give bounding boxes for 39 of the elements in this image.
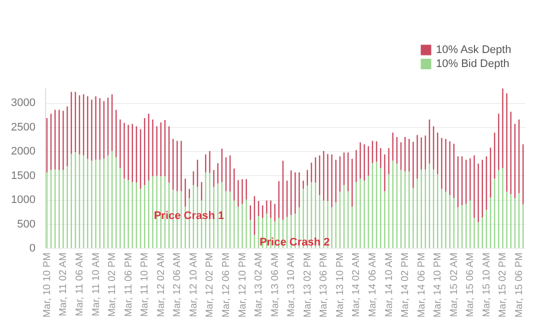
x-tick-label: Mar, 14 06 AM <box>367 252 378 317</box>
y-tick-label: 0 <box>29 242 36 254</box>
y-tick-label: 500 <box>17 218 36 230</box>
y-tick-label: 2000 <box>11 146 36 158</box>
x-tick-label: Mar, 15 10 AM <box>481 252 492 317</box>
x-tick-label: Mar, 15 02 AM <box>448 252 460 317</box>
x-tick-label: Mar, 14 10 AM <box>384 252 395 317</box>
x-tick-label: Mar, 11 06 AM <box>74 252 86 316</box>
x-tick-label: Mar, 13 02 PM <box>302 252 314 318</box>
x-tick-label: Mar, 14 02 AM <box>351 252 362 317</box>
x-tick-label: Mar, 14 06 PM <box>416 252 428 318</box>
legend-label: 10% Bid Depth <box>436 58 510 70</box>
x-tick-label: Mar, 12 02 PM <box>204 252 216 318</box>
x-tick-label: Mar, 12 02 AM <box>156 252 167 317</box>
x-tick-label: Mar, 13 06 AM <box>270 252 281 317</box>
y-tick-label: 3000 <box>11 97 36 110</box>
x-tick-label: Mar, 12 06 AM <box>172 252 184 317</box>
x-tick-label: Mar, 11 10 PM <box>140 252 151 317</box>
x-tick-label: Mar, 13 10 AM <box>286 252 298 317</box>
x-tick-label: Mar, 12 10 AM <box>188 252 200 317</box>
x-tick-label: Mar, 12 10 PM <box>237 252 248 318</box>
x-tick-label: Mar, 14 10 PM <box>432 252 444 318</box>
x-tick-label: Mar, 11 10 AM <box>90 252 102 316</box>
x-tick-label: Mar, 15 02 PM <box>498 252 509 318</box>
y-tick-label: 2500 <box>11 121 36 134</box>
x-tick-label: Mar, 11 02 PM <box>107 252 118 317</box>
x-tick-label: Mar, 10 10 PM <box>42 252 53 318</box>
x-tick-label: Mar, 11 06 PM <box>123 252 134 317</box>
x-tick-label: Mar, 13 10 PM <box>334 252 346 318</box>
y-tick-label: 1500 <box>11 170 36 182</box>
x-tick-label: Mar, 11 02 AM <box>58 252 70 316</box>
x-tick-label: Mar, 13 02 AM <box>254 252 265 317</box>
x-tick-label: Mar, 15 06 PM <box>514 252 525 318</box>
x-tick-label: Mar, 15 06 AM <box>465 252 476 317</box>
y-tick-label: 1000 <box>11 194 36 206</box>
legend-label: 10% Ask Depth <box>436 44 512 56</box>
x-tick-label: Mar, 13 06 PM <box>318 252 330 318</box>
x-tick-label: Mar, 14 02 PM <box>400 252 412 318</box>
x-tick-label: Mar, 12 06 PM <box>220 252 232 318</box>
